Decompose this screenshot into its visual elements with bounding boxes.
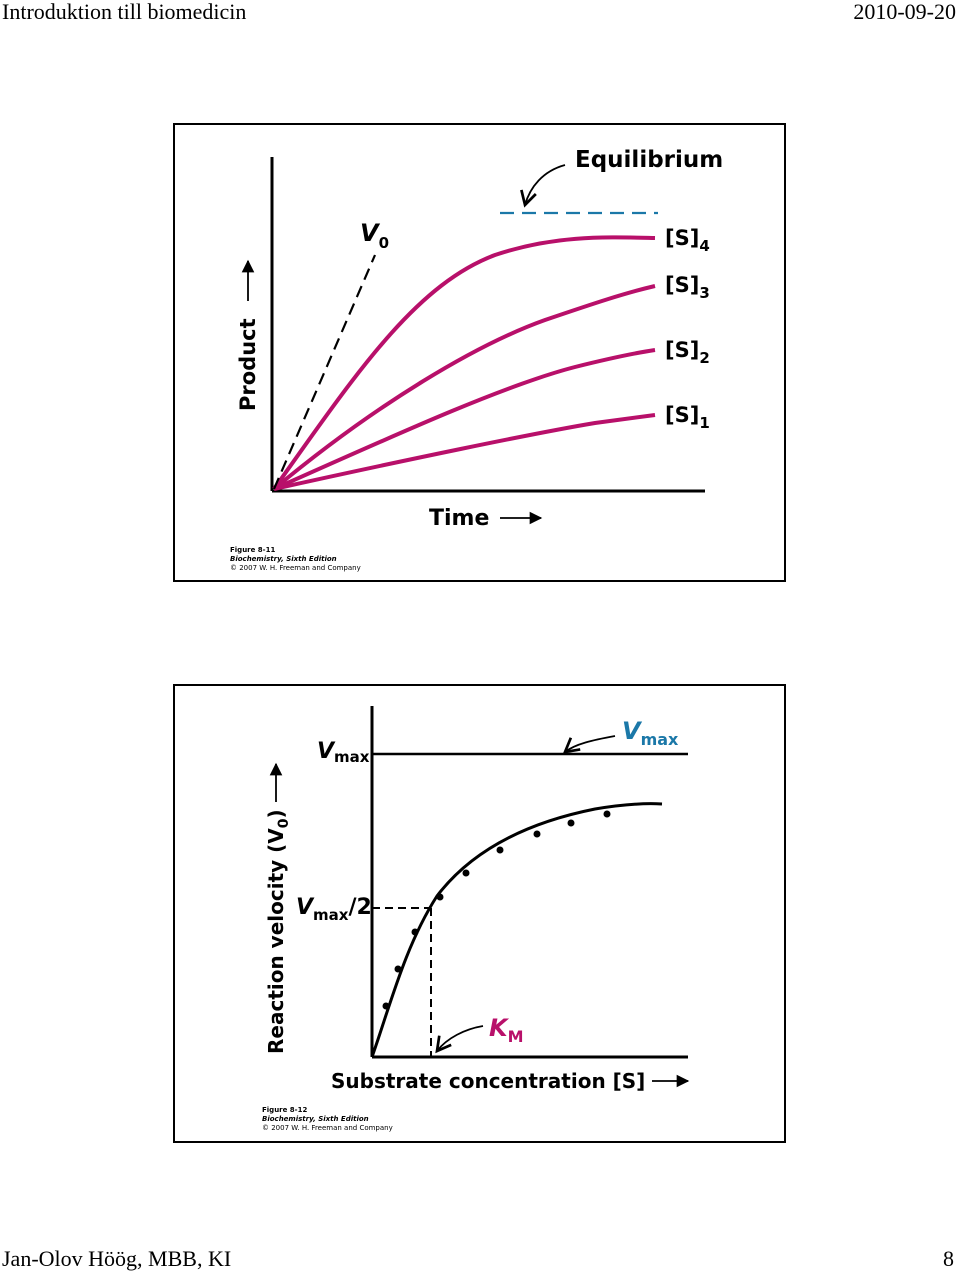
half-vmax-letter: V: [296, 895, 315, 920]
footer-author: Jan-Olov Höög, MBB, KI: [2, 1246, 232, 1271]
half-vmax-suffix: /2: [348, 895, 371, 920]
figure-number: Figure 8-12: [262, 1106, 307, 1114]
curve-label-s3-sub: 3: [699, 284, 709, 302]
product-time-graph: Equilibrium V0 [S]4 [S]3 [S]2 [S]1 Produ…: [230, 147, 723, 572]
x-axis-label: Time: [429, 506, 489, 531]
y-axis-label-suffix: ): [264, 809, 288, 818]
v0-label: V0: [360, 219, 389, 252]
v0-letter: V: [360, 219, 381, 247]
half-vmax-label: Vmax/2: [296, 895, 372, 924]
figure-copyright: © 2007 W. H. Freeman and Company: [230, 564, 361, 572]
data-points: [382, 810, 611, 1010]
curve-label-s3-base: [S]: [665, 273, 699, 297]
data-point: [567, 819, 575, 827]
y-axis-label-group: Product: [236, 259, 260, 411]
figure-product-vs-time: Equilibrium V0 [S]4 [S]3 [S]2 [S]1 Produ…: [173, 123, 786, 582]
data-point: [496, 846, 504, 854]
curve-s2: [273, 348, 656, 491]
saturation-curve: [370, 802, 663, 1058]
km-arrow: [435, 1025, 484, 1054]
half-vmax-sub: max: [313, 906, 349, 924]
vmax-callout-label: Vmax: [622, 717, 679, 749]
curve-s4: [272, 235, 656, 491]
curve-label-s3: [S]3: [665, 273, 710, 302]
v0-subscript: 0: [379, 234, 389, 252]
y-axis-label: Product: [236, 318, 260, 411]
figure-book: Biochemistry, Sixth Edition: [262, 1115, 369, 1123]
y-axis-label: Reaction velocity (V0): [264, 809, 292, 1054]
curve-label-s4-base: [S]: [665, 226, 699, 250]
vmax-callout-arrow: [562, 735, 616, 754]
header-date: 2010-09-20: [853, 0, 956, 24]
data-point: [603, 810, 611, 818]
figure-velocity-vs-substrate: Vmax Vmax Vmax/2 KM Reaction velocity (V…: [173, 684, 786, 1143]
curve-label-s4: [S]4: [665, 226, 710, 255]
header-title: Introduktion till biomedicin: [2, 0, 247, 24]
curve-label-s2-base: [S]: [665, 338, 699, 362]
vmax-callout-letter: V: [622, 717, 643, 745]
y-axis-label-group: Reaction velocity (V0): [264, 762, 292, 1054]
vmax-callout-sub: max: [641, 730, 679, 749]
vmax-axis-letter: V: [317, 739, 336, 764]
equilibrium-label: Equilibrium: [575, 147, 723, 173]
curve-label-s1-sub: 1: [699, 414, 709, 432]
page-number: 8: [943, 1246, 954, 1271]
curve-label-s2-sub: 2: [699, 349, 709, 367]
km-letter: K: [489, 1014, 510, 1042]
curve-label-s2: [S]2: [665, 338, 710, 367]
data-point: [382, 1002, 390, 1010]
x-axis-label: Substrate concentration [S]: [331, 1069, 645, 1093]
v0-tangent-line: [272, 254, 377, 490]
equilibrium-arrow: [520, 164, 566, 208]
data-point: [394, 965, 402, 973]
figure-copyright: © 2007 W. H. Freeman and Company: [262, 1124, 393, 1132]
vmax-axis-label: Vmax: [317, 739, 370, 766]
km-sub: M: [508, 1027, 524, 1046]
figure-number: Figure 8-11: [230, 546, 275, 554]
data-point: [436, 893, 444, 901]
data-point: [533, 830, 541, 838]
curve-s3: [272, 284, 656, 491]
curve-label-s4-sub: 4: [699, 237, 709, 255]
y-axis-label-main: Reaction velocity (V: [264, 828, 288, 1054]
data-point: [462, 869, 470, 877]
michaelis-menten-graph: Vmax Vmax Vmax/2 KM Reaction velocity (V…: [262, 706, 690, 1132]
km-label: KM: [489, 1014, 524, 1046]
figure-book: Biochemistry, Sixth Edition: [230, 555, 337, 563]
curve-label-s1-base: [S]: [665, 403, 699, 427]
data-point: [411, 928, 419, 936]
vmax-axis-sub: max: [334, 748, 370, 766]
curve-label-s1: [S]1: [665, 403, 710, 432]
curve-s1: [273, 413, 656, 491]
y-axis-label-sub: 0: [276, 818, 292, 828]
